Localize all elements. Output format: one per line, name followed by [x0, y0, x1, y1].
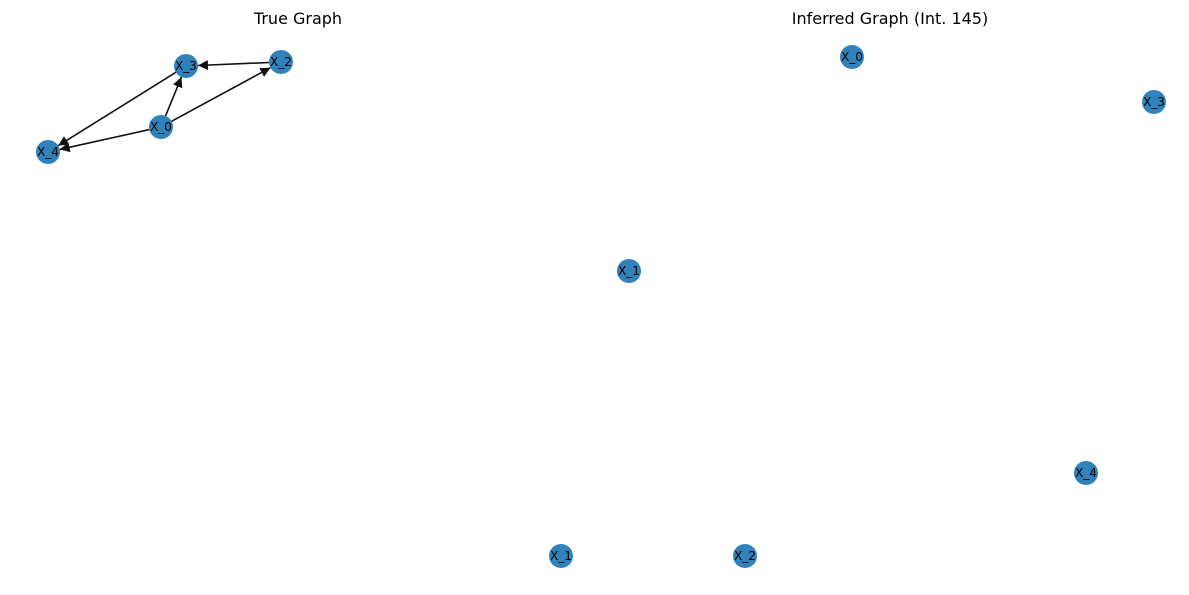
node-x-2: X_2: [733, 544, 757, 568]
node-x-3: X_3: [1142, 90, 1166, 114]
node-label: X_0: [841, 50, 863, 64]
node-label: X_1: [618, 264, 640, 278]
node-x-0: X_0: [149, 115, 173, 139]
node-label: X_1: [550, 549, 572, 563]
edge-x_0-to-x_3: [164, 76, 183, 117]
node-circle: [733, 544, 757, 568]
node-x-0: X_0: [840, 45, 864, 69]
node-x-4: X_4: [1074, 461, 1098, 485]
node-circle: [1074, 461, 1098, 485]
node-label: X_4: [1075, 466, 1097, 480]
true-graph-title: True Graph: [253, 9, 342, 28]
node-label: X_2: [734, 549, 756, 563]
true-graph-panel: True Graph X_0 X_1 X_2 X_3 X_4: [36, 9, 573, 568]
node-x-2: X_2: [269, 50, 293, 74]
edge-x_0-to-x_2: [171, 67, 271, 122]
node-circle: [617, 259, 641, 283]
node-circle: [840, 45, 864, 69]
edge-x_3-to-x_4: [57, 71, 177, 147]
node-label: X_3: [175, 59, 197, 73]
node-x-4: X_4: [36, 140, 60, 164]
node-circle: [1142, 90, 1166, 114]
node-circle: [36, 140, 60, 164]
node-x-1: X_1: [617, 259, 641, 283]
node-label: X_3: [1143, 95, 1165, 109]
true-graph-edges: [57, 60, 271, 153]
true-graph-nodes: X_0 X_1 X_2 X_3 X_4: [36, 50, 573, 568]
node-circle: [149, 115, 173, 139]
node-label: X_2: [270, 55, 292, 69]
inferred-graph-panel: Inferred Graph (Int. 145) X_0X_1X_2X_3X_…: [617, 9, 1166, 568]
inferred-graph-title: Inferred Graph (Int. 145): [792, 9, 988, 28]
node-label: X_4: [37, 145, 59, 159]
node-circle: [174, 54, 198, 78]
edge-x_0-to-x_4: [59, 128, 150, 153]
node-circle: [269, 50, 293, 74]
node-label: X_0: [150, 120, 172, 134]
node-x-3: X_3: [174, 54, 198, 78]
node-x-1: X_1: [549, 544, 573, 568]
node-circle: [549, 544, 573, 568]
edge-x_2-to-x_3: [197, 60, 270, 71]
inferred-graph-nodes: X_0 X_1 X_2 X_3 X_4: [617, 45, 1166, 568]
